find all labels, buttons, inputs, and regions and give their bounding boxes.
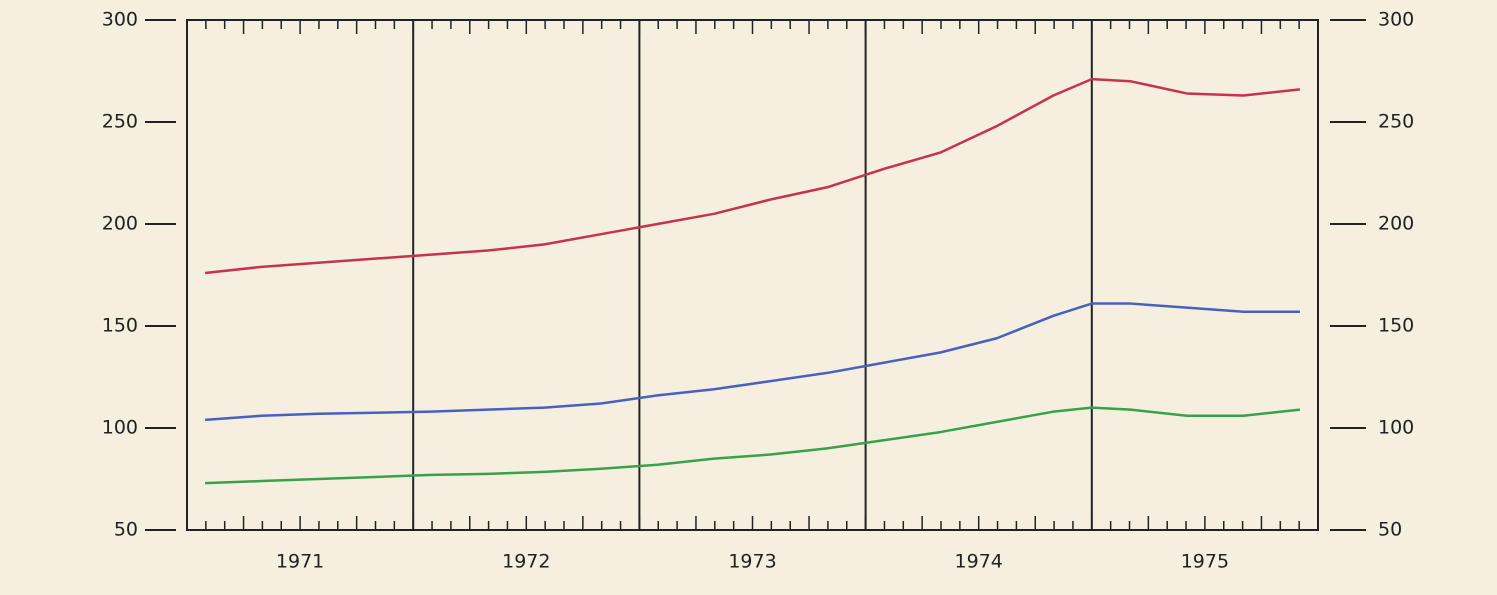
y2-tick-label: 50: [1378, 519, 1402, 541]
y-tick-label: 100: [102, 417, 138, 439]
x-tick-label: 1971: [276, 551, 324, 573]
y-tick-label: 300: [102, 9, 138, 31]
y-tick-label: 250: [102, 111, 138, 133]
y-tick-label: 150: [102, 315, 138, 337]
x-tick-label: 1974: [955, 551, 1003, 573]
x-tick-label: 1973: [728, 551, 776, 573]
y2-tick-label: 250: [1378, 111, 1414, 133]
y2-tick-label: 300: [1378, 9, 1414, 31]
series-line: [205, 406, 1301, 485]
y-tick-label: 50: [114, 519, 138, 541]
y-tick-label: 200: [102, 213, 138, 235]
x-tick-label: 1972: [502, 551, 550, 573]
x-tick-label: 1975: [1181, 551, 1229, 573]
series-line: [205, 302, 1300, 422]
y2-tick-label: 100: [1378, 417, 1414, 439]
y2-tick-label: 200: [1378, 213, 1414, 235]
series-line: [204, 77, 1301, 275]
y2-tick-label: 150: [1378, 315, 1414, 337]
